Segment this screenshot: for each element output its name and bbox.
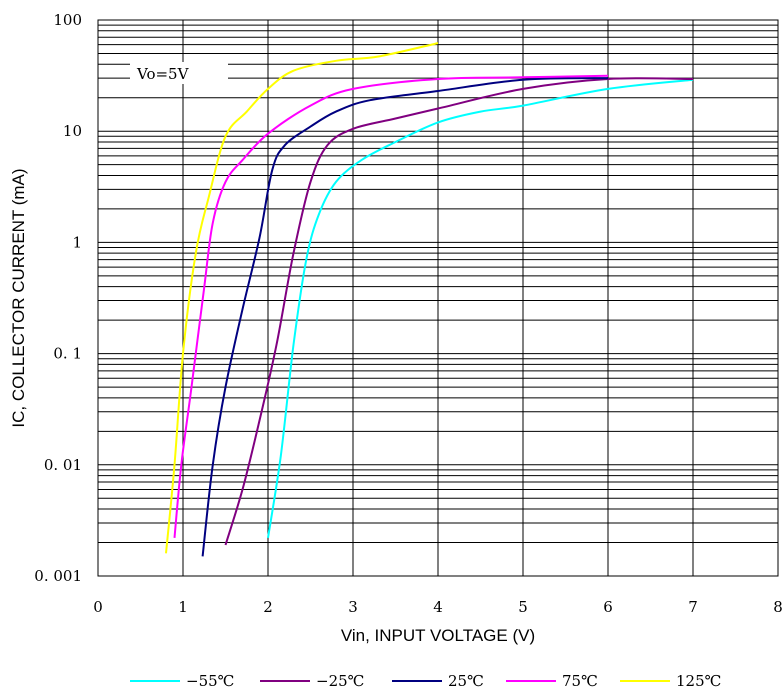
y-tick-label: 0. 01 [44,456,82,474]
x-tick-label: 5 [518,598,528,616]
series-line-4 [165,42,439,554]
x-tick-label: 0 [93,598,103,616]
legend-label-4: 125℃ [676,672,721,690]
y-tick-label: 10 [63,122,82,140]
y-tick-label: 0. 001 [34,567,82,585]
series-line-2 [201,77,609,557]
legend-label-2: 25℃ [448,672,484,690]
annotation-box [130,62,228,84]
legend-label-1: −25℃ [316,672,364,690]
x-axis-title: Vin, INPUT VOLTAGE (V) [341,626,535,645]
grid [98,20,778,576]
y-axis-title: IC, COLLECTOR CURRENT (mA) [9,168,28,427]
y-tick-label: 1 [72,233,82,251]
legend-label-0: −55℃ [186,672,234,690]
legend-label-3: 75℃ [562,672,598,690]
y-tick-label: 100 [53,11,82,29]
x-tick-label: 2 [263,598,273,616]
series-line-3 [173,74,609,538]
legend: −55℃ −25℃ 25℃ 75℃ 125℃ [130,672,721,690]
annotation-layer: Vo=5V [130,62,228,84]
y-tick-label: 0. 1 [53,345,82,363]
y-tick-labels: 0. 001 0. 01 0. 1 1 10 100 [34,11,82,585]
x-tick-label: 7 [688,598,698,616]
x-tick-label: 3 [348,598,358,616]
plot-frame [97,19,779,577]
x-tick-label: 4 [433,598,443,616]
series-line-1 [224,77,694,546]
x-tick-label: 8 [773,598,782,616]
x-tick-label: 6 [603,598,613,616]
series-layer [165,42,694,557]
series-line-0 [267,78,694,539]
x-tick-labels: 0 1 2 3 4 5 6 7 8 [93,598,782,616]
x-tick-label: 1 [178,598,188,616]
annotation-vo: Vo=5V [136,65,190,83]
